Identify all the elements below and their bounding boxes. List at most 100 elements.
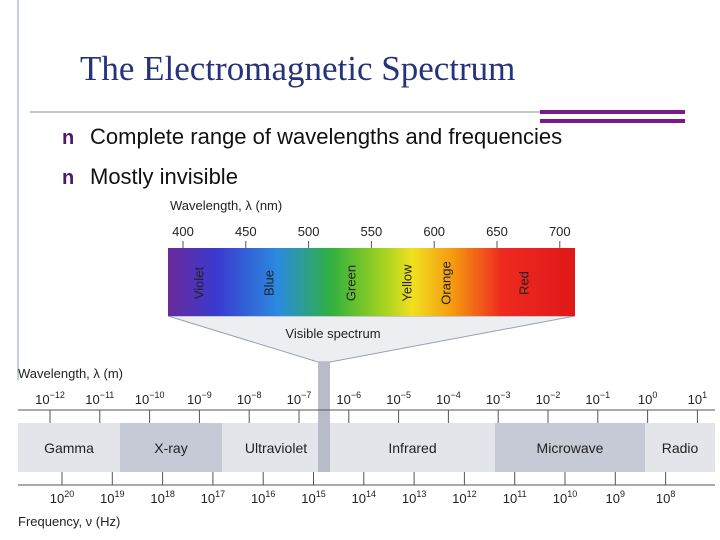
band (18, 423, 120, 472)
tick-base: 10 (352, 491, 366, 506)
tick-exponent: 0 (652, 390, 657, 400)
tick-base: 10 (386, 392, 400, 407)
wavelength-tick-label: 10−8 (237, 390, 262, 407)
tick-exponent: 18 (165, 489, 175, 499)
tick-exponent: −8 (251, 390, 261, 400)
wavelength-tick-label: 10−9 (187, 390, 212, 407)
band-label: X-ray (154, 440, 187, 456)
color-label: Violet (191, 266, 206, 299)
visible-tick-label: 550 (361, 224, 383, 239)
tick-base: 10 (486, 392, 500, 407)
tick-exponent: −2 (550, 390, 560, 400)
tick-exponent: 1 (702, 390, 707, 400)
band (120, 423, 222, 472)
tick-base: 10 (503, 491, 517, 506)
tick-base: 10 (452, 491, 466, 506)
visible-slot (318, 423, 330, 472)
visible-tick-label: 600 (423, 224, 445, 239)
band (645, 423, 715, 472)
frequency-tick-label: 1013 (402, 489, 426, 506)
tick-exponent: 20 (64, 489, 74, 499)
tick-exponent: 10 (567, 489, 577, 499)
wavelength-tick-label: 10−11 (85, 390, 114, 407)
tick-exponent: 12 (467, 489, 477, 499)
band (495, 423, 645, 472)
tick-base: 10 (656, 491, 670, 506)
visible-axis-label: Wavelength, λ (nm) (170, 198, 282, 213)
tick-exponent: 8 (670, 489, 675, 499)
tick-exponent: −7 (301, 390, 311, 400)
tick-base: 10 (606, 491, 620, 506)
tick-base: 10 (301, 491, 315, 506)
color-label: Blue (261, 270, 276, 296)
frequency-tick-label: 1011 (503, 489, 527, 506)
tick-exponent: −4 (451, 390, 461, 400)
frequency-tick-label: 1015 (301, 489, 325, 506)
tick-base: 10 (135, 392, 149, 407)
tick-exponent: −5 (401, 390, 411, 400)
tick-exponent: 17 (215, 489, 225, 499)
wavelength-axis-label: Wavelength, λ (m) (18, 366, 123, 381)
tick-base: 10 (35, 392, 49, 407)
tick-exponent: −11 (100, 390, 115, 400)
color-label: Red (516, 271, 531, 295)
tick-exponent: −10 (149, 390, 164, 400)
tick-exponent: 16 (265, 489, 275, 499)
wavelength-tick-label: 10−12 (35, 390, 65, 407)
frequency-tick-label: 1012 (452, 489, 476, 506)
bullet-marker: n (62, 127, 74, 149)
tick-base: 10 (287, 392, 301, 407)
frequency-tick-label: 1017 (201, 489, 225, 506)
tick-exponent: 14 (366, 489, 376, 499)
frequency-tick-label: 108 (656, 489, 675, 506)
wavelength-tick-label: 10−6 (336, 390, 361, 407)
wavelength-tick-label: 101 (688, 390, 707, 407)
tick-base: 10 (436, 392, 450, 407)
tick-exponent: 9 (620, 489, 625, 499)
band-label: Radio (662, 440, 699, 456)
wavelength-tick-label: 10−4 (436, 390, 461, 407)
bullet-text: Complete range of wavelengths and freque… (90, 124, 562, 149)
wavelength-tick-label: 10−5 (386, 390, 411, 407)
tick-base: 10 (150, 491, 164, 506)
tick-base: 10 (638, 392, 652, 407)
tick-base: 10 (553, 491, 567, 506)
visible-tick-label: 650 (486, 224, 508, 239)
tick-exponent: 13 (416, 489, 426, 499)
tick-base: 10 (237, 392, 251, 407)
tick-base: 10 (85, 392, 99, 407)
wavelength-tick-label: 100 (638, 390, 657, 407)
wavelength-tick-label: 10−7 (287, 390, 312, 407)
tick-base: 10 (585, 392, 599, 407)
frequency-tick-label: 1020 (50, 489, 74, 506)
wavelength-tick-label: 10−3 (486, 390, 511, 407)
band-label: Infrared (388, 440, 436, 456)
visible-tick-label: 500 (298, 224, 320, 239)
tick-exponent: −9 (202, 390, 212, 400)
wavelength-tick-label: 10−2 (536, 390, 561, 407)
visible-stem (318, 362, 330, 423)
band-label: Microwave (537, 440, 604, 456)
tick-base: 10 (402, 491, 416, 506)
visible-tick-label: 450 (235, 224, 257, 239)
tick-base: 10 (201, 491, 215, 506)
band (330, 423, 495, 472)
visible-bar (168, 248, 575, 316)
band-label: Ultraviolet (245, 440, 307, 456)
frequency-tick-label: 1018 (150, 489, 174, 506)
band-label: Gamma (44, 440, 94, 456)
color-label: Yellow (399, 264, 414, 302)
band (222, 423, 330, 472)
wavelength-tick-label: 10−1 (585, 390, 610, 407)
frequency-tick-label: 1016 (251, 489, 275, 506)
color-label: Orange (438, 261, 453, 304)
frequency-tick-label: 1010 (553, 489, 577, 506)
tick-base: 10 (536, 392, 550, 407)
frequency-axis-label: Frequency, ν (Hz) (18, 514, 120, 529)
slide-title: The Electromagnetic Spectrum (80, 49, 515, 88)
tick-exponent: −3 (500, 390, 510, 400)
frequency-tick-label: 109 (606, 489, 625, 506)
visible-tick-label: 700 (549, 224, 571, 239)
tick-base: 10 (50, 491, 64, 506)
